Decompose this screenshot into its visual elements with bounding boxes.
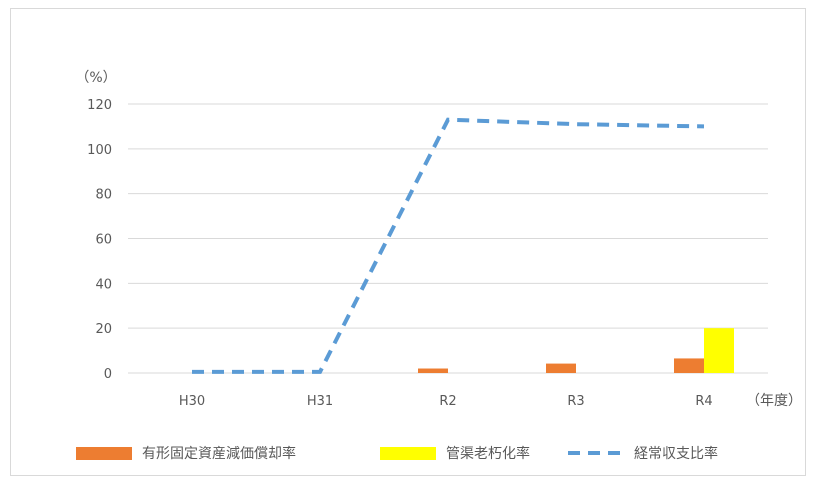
bar: [546, 363, 576, 373]
y-tick-label: 100: [87, 143, 112, 158]
x-tick-label: H31: [307, 394, 333, 409]
series-line: [192, 117, 705, 374]
x-tick-label: H30: [179, 394, 205, 409]
y-tick-label: 20: [95, 322, 112, 337]
y-tick-label: 40: [95, 277, 112, 292]
bars: [418, 328, 734, 373]
legend-swatch: [380, 447, 436, 460]
x-tick-label: R2: [439, 394, 456, 409]
bar: [704, 328, 734, 373]
x-axis-unit: （年度）: [746, 393, 802, 409]
lines: [192, 117, 705, 374]
legend: 有形固定資産減価償却率 管渠老朽化率 経常収支比率: [76, 445, 718, 462]
y-axis-unit: （%）: [75, 70, 116, 86]
legend-label: 管渠老朽化率: [446, 445, 530, 462]
y-tick-label: 0: [104, 367, 112, 382]
gridlines: [128, 103, 768, 374]
x-axis-ticks: H30 H31 R2 R3 R4: [179, 394, 713, 409]
x-tick-label: R4: [695, 394, 712, 409]
legend-swatch: [76, 447, 132, 460]
bar: [418, 368, 448, 373]
x-tick-label: R3: [567, 394, 584, 409]
legend-label: 経常収支比率: [634, 445, 718, 462]
y-tick-label: 60: [95, 233, 112, 248]
y-tick-label: 120: [87, 98, 112, 113]
bar: [674, 358, 704, 373]
legend-label: 有形固定資産減価償却率: [142, 445, 296, 462]
y-axis-ticks: 0 20 40 60 80 100 120: [87, 98, 112, 382]
chart-frame: [10, 8, 806, 476]
y-tick-label: 80: [95, 188, 112, 203]
